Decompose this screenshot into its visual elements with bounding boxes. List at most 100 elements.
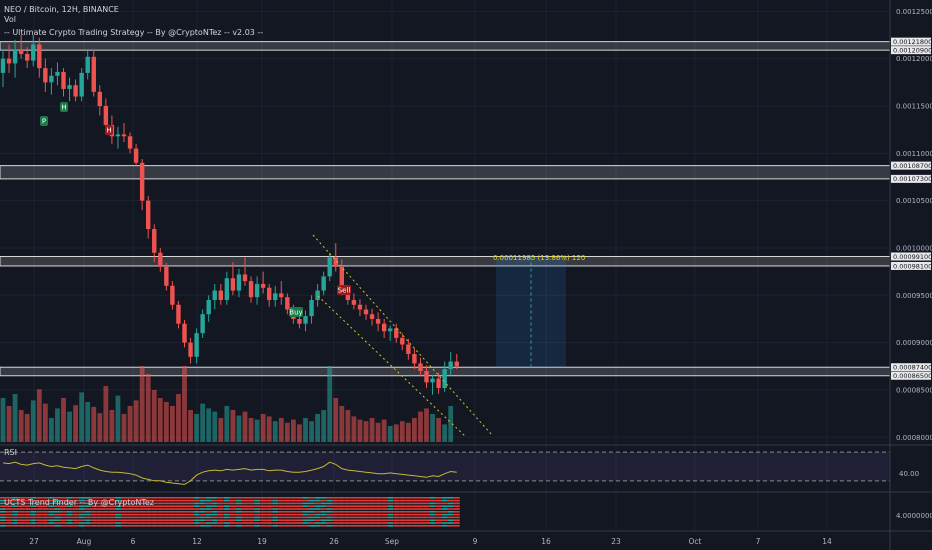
ucts-cell: [242, 519, 249, 521]
ucts-cell: [36, 502, 43, 505]
ucts-cell: [151, 519, 158, 521]
candle-body: [388, 328, 393, 332]
ucts-cell: [211, 522, 218, 524]
ucts-cell: [308, 513, 315, 516]
ucts-cell: [308, 505, 315, 507]
ucts-cell: [260, 499, 267, 502]
ucts-cell: [375, 502, 382, 505]
ucts-cell: [90, 497, 97, 499]
ucts-cell: [242, 505, 249, 507]
ucts-cell: [405, 502, 412, 505]
ucts-cell: [72, 502, 79, 505]
ucts-cell: [296, 502, 303, 505]
ucts-cell: [169, 497, 176, 499]
candle-body: [442, 369, 447, 389]
ucts-cell: [429, 511, 436, 513]
ucts-level-label: 4.00000000: [896, 512, 932, 520]
ucts-cell: [441, 505, 448, 507]
candle-body: [206, 300, 211, 315]
ucts-cell: [248, 525, 255, 527]
ucts-cell: [66, 499, 73, 502]
ucts-cell: [211, 513, 218, 516]
ucts-cell: [151, 508, 158, 510]
ucts-cell: [102, 502, 109, 505]
ucts-cell: [254, 513, 261, 516]
ucts-cell: [266, 508, 273, 510]
ucts-cell: [290, 513, 297, 516]
signal-markers: P H H Sell Buy: [40, 102, 351, 317]
time-tick-label: 9: [473, 537, 478, 546]
ucts-cell: [102, 519, 109, 521]
ucts-cell: [66, 508, 73, 510]
ucts-cell: [272, 499, 279, 502]
volume-bar: [399, 421, 405, 442]
candle-body: [97, 91, 102, 107]
volume-bar: [278, 418, 284, 442]
ucts-cell: [254, 519, 261, 521]
ucts-cell: [332, 508, 339, 510]
ucts-cell: [54, 519, 61, 521]
ucts-cell: [381, 519, 388, 521]
ucts-cell: [90, 522, 97, 524]
ucts-cell: [157, 522, 164, 524]
ucts-cell: [151, 499, 158, 502]
ucts-cell: [405, 516, 412, 519]
ucts-cell: [187, 525, 194, 527]
ucts-cell: [350, 502, 357, 505]
ucts-cell: [187, 502, 194, 505]
ucts-label: UCTS Trend Finder -- By @CryptoNTez: [4, 498, 154, 507]
ucts-cell: [211, 497, 218, 499]
ucts-cell: [145, 508, 152, 510]
ucts-cell: [296, 508, 303, 510]
ucts-cell: [90, 519, 97, 521]
ucts-cell: [235, 522, 242, 524]
ucts-cell: [344, 505, 351, 507]
ucts-cell: [260, 511, 267, 513]
volume-bar: [333, 398, 339, 442]
ucts-cell: [12, 516, 19, 519]
ucts-cell: [175, 522, 182, 524]
ucts-cell: [266, 525, 273, 527]
time-tick-label: 23: [611, 537, 621, 546]
ucts-cell: [266, 511, 273, 513]
ucts-cell: [30, 508, 37, 510]
ucts-cell: [102, 516, 109, 519]
ucts-cell: [284, 508, 291, 510]
ucts-cell: [423, 522, 430, 524]
ucts-cell: [229, 497, 236, 499]
ucts-cell: [453, 513, 460, 516]
ucts-cell: [193, 508, 200, 510]
ucts-cell: [169, 502, 176, 505]
ucts-cell: [399, 497, 406, 499]
ucts-cell: [405, 499, 412, 502]
ucts-cell: [272, 511, 279, 513]
volume-bar: [194, 414, 199, 442]
ucts-cell: [211, 516, 218, 519]
ucts-cell: [78, 499, 85, 502]
ucts-cell: [78, 508, 85, 510]
candle-body: [49, 75, 54, 83]
ucts-cell: [163, 522, 170, 524]
volume-bar: [182, 366, 187, 442]
ucts-cell: [254, 502, 261, 505]
ucts-cell: [229, 516, 236, 519]
ucts-cell: [193, 505, 200, 507]
ucts-cell: [66, 502, 73, 505]
ucts-cell: [84, 505, 91, 507]
ucts-cell: [84, 519, 91, 521]
ucts-cell: [114, 522, 121, 524]
ucts-cell: [356, 502, 363, 505]
candle-body: [412, 353, 417, 364]
ucts-cell: [199, 505, 206, 507]
ucts-cell: [108, 516, 115, 519]
ucts-cell: [66, 505, 73, 507]
ucts-cell: [369, 508, 376, 510]
ucts-cell: [72, 499, 79, 502]
ucts-cell: [48, 513, 55, 516]
ucts-cell: [441, 516, 448, 519]
ucts-cell: [133, 513, 140, 516]
candle-body: [37, 44, 42, 69]
